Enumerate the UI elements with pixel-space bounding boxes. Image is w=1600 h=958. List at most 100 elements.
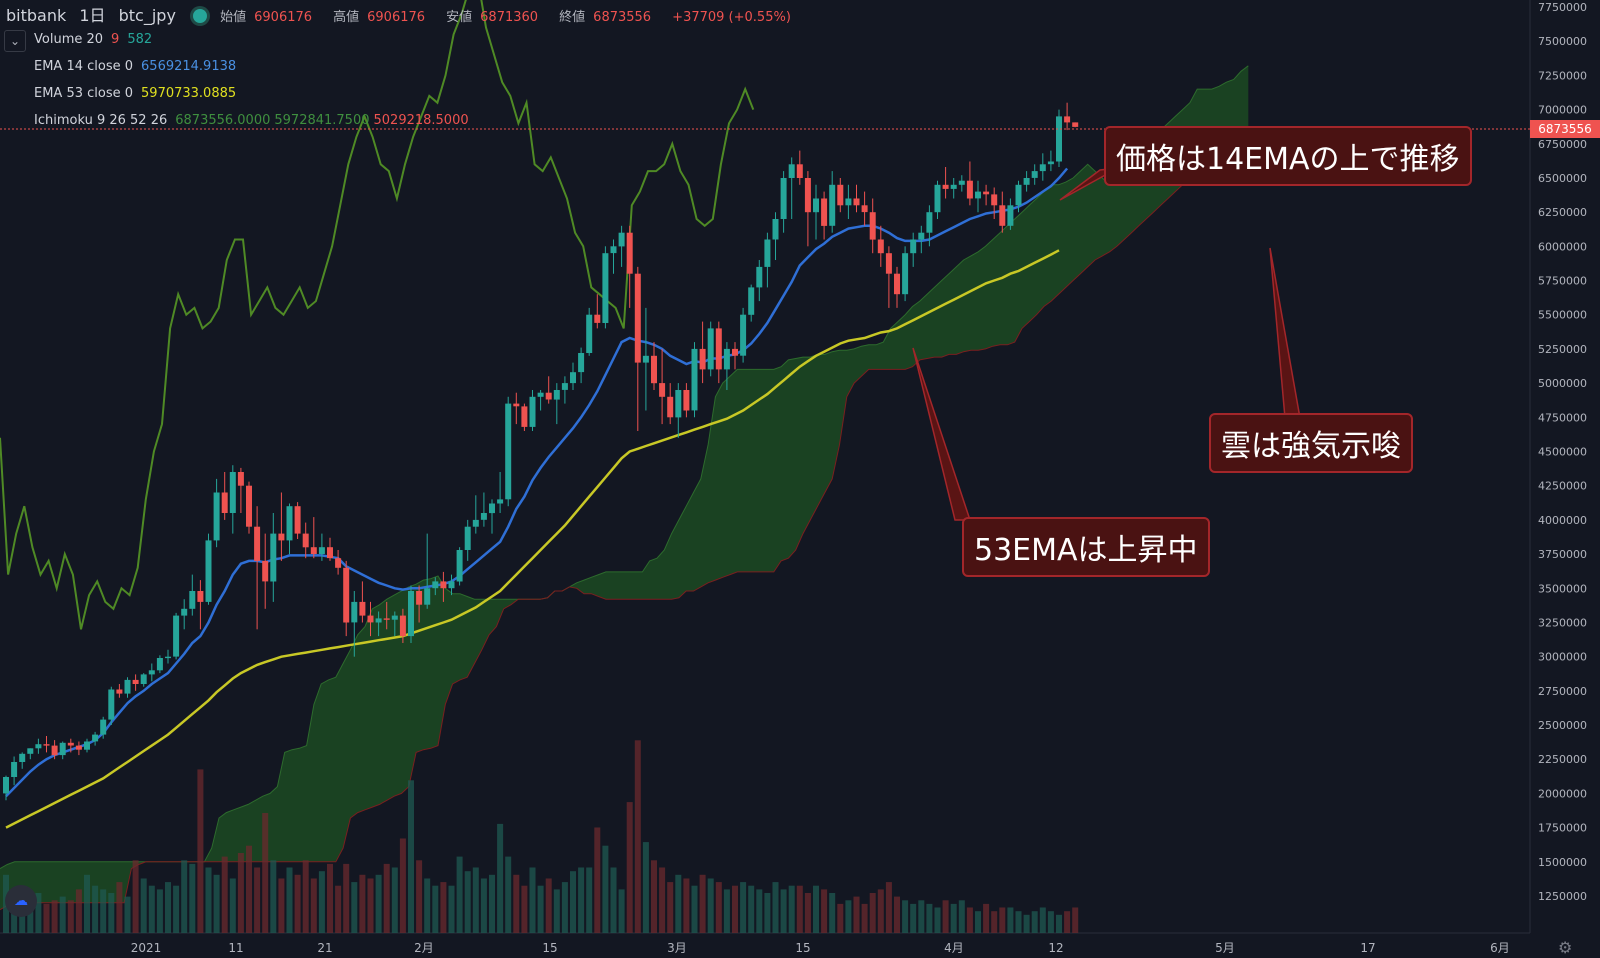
volume-bar [610, 867, 617, 933]
candle-body [748, 287, 755, 315]
volume-bar [148, 885, 155, 933]
volume-bar [432, 885, 439, 933]
candle-body [189, 591, 196, 609]
candle-body [756, 266, 763, 288]
tradingview-logo-icon[interactable]: ☁ [5, 885, 37, 917]
ema14-value: 6569214.9138 [141, 59, 237, 74]
price-tick-label: 5000000 [1538, 377, 1587, 390]
candle-body [975, 191, 981, 199]
volume-bar [926, 903, 933, 933]
price-axis [1530, 0, 1600, 958]
volume-bar [286, 867, 293, 933]
candle-body [942, 184, 949, 189]
candle-body [594, 314, 601, 323]
volume-bar [75, 889, 82, 933]
ichimoku-value-3: 5029218.5000 [373, 113, 469, 128]
price-tick-label: 6250000 [1538, 206, 1587, 219]
candle-body [432, 581, 439, 589]
candle-body [124, 679, 131, 694]
volume-bar [634, 740, 641, 933]
candle-body [197, 591, 204, 602]
volume-bar [829, 893, 836, 933]
volume-bar [748, 885, 755, 933]
change-value: +37709 (+0.55%) [672, 10, 791, 25]
candle-body [529, 396, 536, 427]
interval-label[interactable]: 1日 [79, 6, 106, 25]
candle-body [821, 198, 828, 226]
volume-bar [821, 889, 828, 933]
gear-icon[interactable]: ⚙ [1558, 938, 1573, 957]
candle-body [343, 567, 350, 623]
candle-body [772, 219, 779, 240]
volume-bar [991, 911, 998, 933]
cloud-span-b [0, 163, 1249, 911]
candle-body [902, 253, 909, 295]
price-tick-label: 4750000 [1538, 411, 1587, 424]
price-tick-label: 4000000 [1538, 514, 1587, 527]
volume-bar [950, 903, 957, 933]
volume-bar [456, 856, 463, 933]
volume-bar [497, 823, 504, 933]
ichimoku-indicator[interactable]: Ichimoku 9 26 52 26 6873556.0000 5972841.7… [34, 113, 477, 128]
ema14-line [5, 167, 1069, 798]
candle-body [278, 533, 285, 541]
candle-body [165, 656, 171, 659]
candle-body [796, 164, 803, 178]
volume-bar [335, 885, 342, 933]
candle-body [229, 472, 236, 513]
candle-body [999, 205, 1006, 226]
volume-bar [651, 860, 657, 933]
volume-bar [772, 882, 779, 933]
candle-body [521, 406, 528, 427]
volume-bar [197, 769, 204, 933]
last-price-tag: 6873556 [1530, 120, 1600, 138]
ema53-value: 5970733.0885 [141, 86, 237, 101]
volume-bar [586, 867, 593, 933]
volume-bar [213, 874, 220, 933]
candle-body [132, 679, 139, 684]
volume-bar [262, 813, 269, 933]
volume-bar [869, 893, 876, 933]
annotation-price-above-ema14[interactable]: 価格は14EMAの上で推移 [1104, 126, 1472, 186]
volume-bar [1023, 914, 1030, 933]
volume-bar [302, 860, 309, 933]
candle-body [570, 372, 576, 384]
close-value: 6873556 [593, 10, 652, 25]
candle-body [221, 492, 228, 513]
volume-bar [837, 903, 844, 933]
volume-bar [43, 903, 50, 933]
exchange-name[interactable]: bitbank [6, 6, 67, 25]
ema14-indicator[interactable]: EMA 14 close 0 6569214.9138 [34, 59, 244, 74]
candle-body [691, 348, 698, 411]
candle-body [707, 328, 714, 370]
volume-value-b: 582 [127, 32, 153, 47]
candle-body [497, 499, 504, 504]
volume-bar [707, 878, 714, 933]
volume-bar [804, 893, 811, 933]
low-value: 6871360 [480, 10, 539, 25]
candle-body [75, 745, 82, 750]
symbol-header: bitbank 1日 btc_jpy 始値 6906176 高値 6906176 安… [6, 2, 799, 26]
candle-body [610, 246, 617, 254]
candle-body [829, 184, 836, 226]
price-tick-label: 3750000 [1538, 548, 1587, 561]
collapse-legend-button[interactable]: ⌄ [4, 30, 26, 52]
candle-body [213, 492, 220, 541]
annotation-ema53-rising[interactable]: 53EMAは上昇中 [962, 517, 1210, 577]
candle-body [910, 239, 917, 254]
volume-bar [35, 893, 42, 933]
candle-body [1023, 178, 1030, 185]
ema53-indicator[interactable]: EMA 53 close 0 5970733.0885 [34, 86, 244, 101]
volume-bar [237, 853, 244, 933]
candle-body [918, 232, 925, 240]
volume-bar [424, 878, 431, 933]
volume-indicator[interactable]: Volume 20 9 582 [34, 32, 160, 47]
symbol-name[interactable]: btc_jpy [118, 6, 176, 25]
candle-body [926, 212, 933, 233]
volume-bar [351, 882, 358, 933]
volume-bar [100, 889, 107, 933]
annotation-cloud-bullish[interactable]: 雲は強気示唆 [1209, 413, 1413, 473]
candle-body [310, 547, 317, 554]
